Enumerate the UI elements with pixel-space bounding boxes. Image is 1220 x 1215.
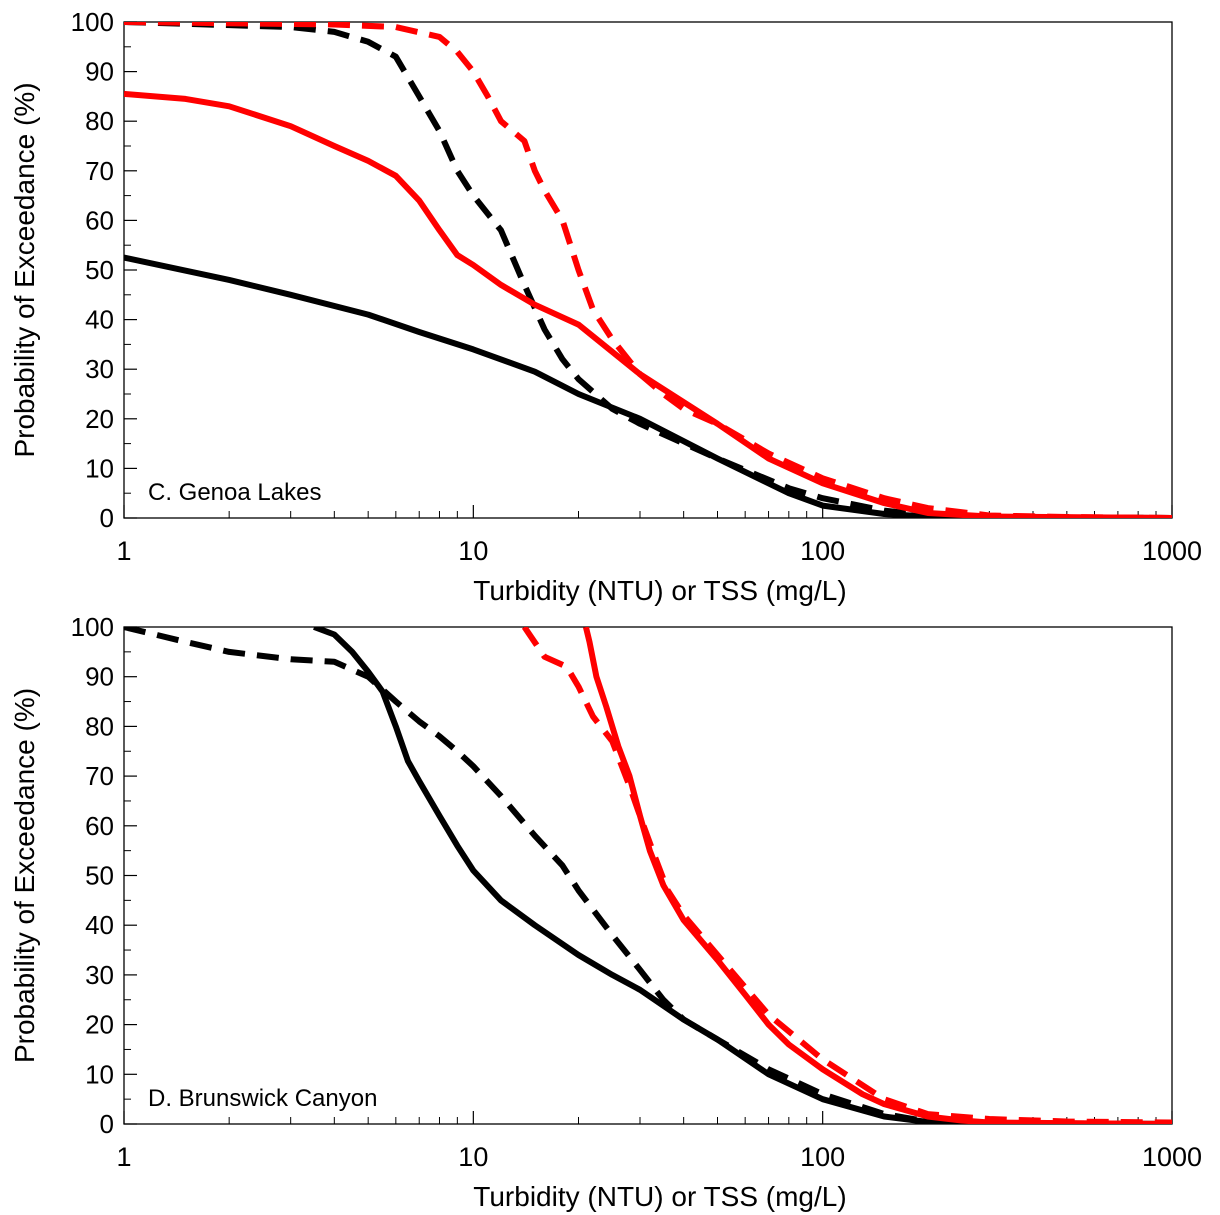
x-tick-label: 10 — [458, 536, 488, 566]
y-tick-label: 100 — [71, 7, 114, 37]
y-tick-label: 50 — [85, 255, 114, 285]
y-tick-label: 80 — [85, 106, 114, 136]
x-axis-label: Turbidity (NTU) or TSS (mg/L) — [473, 575, 846, 606]
y-tick-label: 30 — [85, 354, 114, 384]
panel-label: C. Genoa Lakes — [148, 479, 321, 506]
panel-label: D. Brunswick Canyon — [148, 1085, 377, 1112]
plot-frame — [123, 626, 1173, 1125]
series-line-black-dashed — [124, 627, 1172, 1124]
y-tick-label: 30 — [85, 960, 114, 990]
series-line-red-solid — [124, 90, 1172, 518]
plot-frame — [123, 21, 1173, 519]
y-tick-label: 50 — [85, 861, 114, 891]
y-tick-label: 90 — [85, 662, 114, 692]
series-line-red-dashed — [521, 627, 1172, 1124]
y-tick-label: 70 — [85, 761, 114, 791]
y-tick-label: 40 — [85, 305, 114, 335]
x-tick-label: 1000 — [1142, 536, 1202, 566]
y-tick-label: 20 — [85, 1010, 114, 1040]
x-tick-label: 1 — [116, 1142, 131, 1172]
x-tick-label: 1 — [116, 536, 131, 566]
y-tick-label: 60 — [85, 811, 114, 841]
series-line-red-solid — [582, 627, 1172, 1124]
series-line-black-solid — [313, 627, 1172, 1124]
y-tick-label: 20 — [85, 404, 114, 434]
y-tick-label: 60 — [85, 205, 114, 235]
y-tick-label: 40 — [85, 910, 114, 940]
y-tick-label: 10 — [85, 1059, 114, 1089]
x-axis-label: Turbidity (NTU) or TSS (mg/L) — [473, 1181, 846, 1212]
y-axis-label: Probability of Exceedance (%) — [9, 82, 40, 457]
x-tick-label: 1000 — [1142, 1142, 1202, 1172]
y-tick-label: 70 — [85, 156, 114, 186]
y-tick-label: 100 — [71, 612, 114, 642]
y-tick-label: 80 — [85, 711, 114, 741]
series-line-black-dashed — [124, 22, 1172, 518]
x-tick-label: 100 — [800, 536, 845, 566]
series-line-red-dashed — [124, 22, 1172, 518]
x-tick-label: 100 — [800, 1142, 845, 1172]
y-tick-label: 90 — [85, 57, 114, 87]
y-axis-label: Probability of Exceedance (%) — [9, 688, 40, 1063]
y-tick-label: 0 — [100, 1109, 114, 1139]
y-tick-label: 0 — [100, 503, 114, 533]
y-tick-label: 10 — [85, 453, 114, 483]
panel-brunswick-canyon: 1 10 100 1000 0 10 20 30 40 50 60 70 80 90 100 Turbidit… — [9, 612, 1202, 1212]
panel-genoa-lakes: 1 10 100 1000 0 10 20 30 40 50 60 70 80 90 100 Turbidit… — [9, 7, 1202, 606]
x-tick-label: 10 — [458, 1142, 488, 1172]
